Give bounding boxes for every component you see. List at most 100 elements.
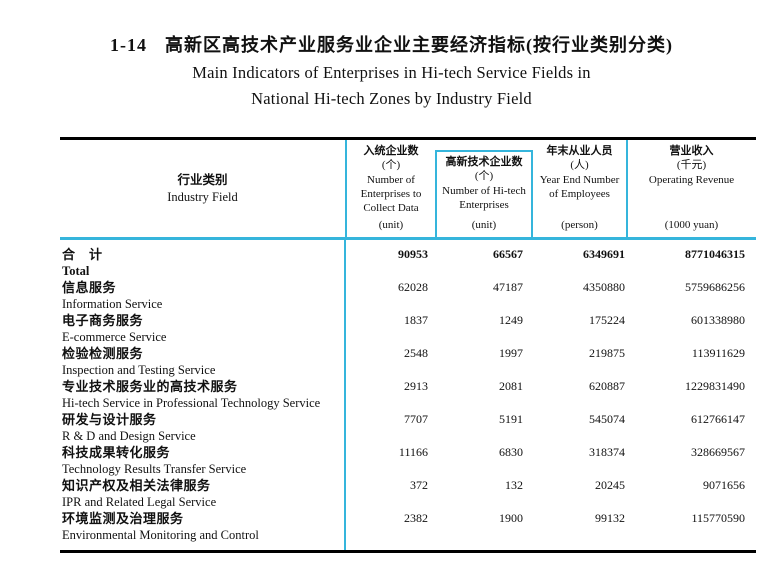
- table-row-inspection-testing: 检验检测服务 Inspection and Testing Service 25…: [60, 345, 756, 378]
- value-revenue: 113911629: [691, 346, 745, 360]
- industry-en: Inspection and Testing Service: [62, 363, 216, 377]
- value-employees: 99132: [595, 511, 625, 525]
- value-hitech-enterprises: 6830: [499, 445, 523, 459]
- table-row-information-service: 信息服务 Information Service 62028 47187 435…: [60, 279, 756, 312]
- industry-cell: 信息服务 Information Service: [60, 279, 345, 312]
- industry-field-zh: 行业类别: [177, 173, 228, 188]
- col1-zh-unit: (个): [381, 159, 401, 172]
- industry-en: Hi-tech Service in Professional Technolo…: [62, 396, 321, 410]
- industry-zh: 环境监测及治理服务: [62, 511, 184, 526]
- col4-zh-unit: (千元): [676, 159, 707, 172]
- col3-en: Year End Number of Employees: [539, 173, 620, 200]
- value-employees: 20245: [595, 478, 625, 492]
- industry-zh: 科技成果转化服务: [62, 445, 171, 460]
- industry-cell: 专业技术服务业的高技术服务 Hi-tech Service in Profess…: [60, 378, 345, 411]
- industry-cell: 检验检测服务 Inspection and Testing Service: [60, 345, 345, 378]
- col2-zh-unit: (个): [474, 170, 494, 183]
- table-row-environmental-monitoring: 环境监测及治理服务 Environmental Monitoring and C…: [60, 510, 756, 543]
- value-employees: 318374: [589, 445, 625, 459]
- title-line-zh: 1-14 高新区高技术产业服务业企业主要经济指标(按行业类别分类): [0, 31, 783, 57]
- value-employees: 6349691: [583, 247, 625, 261]
- statistics-table: 行业类别 Industry Field 入统企业数 (个) Number of …: [60, 137, 756, 553]
- industry-zh: 知识产权及相关法律服务: [62, 478, 211, 493]
- value-hitech-enterprises: 47187: [493, 280, 523, 294]
- value-revenue: 601338980: [691, 313, 745, 327]
- col-header-hitech-enterprises: 高新技术企业数 (个) Number of Hi-tech Enterprise…: [435, 150, 533, 237]
- page-title-block: 1-14 高新区高技术产业服务业企业主要经济指标(按行业类别分类) Main In…: [0, 31, 783, 109]
- col4-zh: 营业收入: [669, 145, 714, 157]
- col1-zh: 入统企业数: [363, 145, 419, 157]
- industry-cell: 合 计 Total: [60, 246, 345, 279]
- value-revenue: 328669567: [691, 445, 745, 459]
- col3-zh: 年末从业人员: [546, 145, 613, 157]
- industry-en: R & D and Design Service: [62, 429, 196, 443]
- value-hitech-enterprises: 2081: [499, 379, 523, 393]
- industry-en: E-commerce Service: [62, 330, 167, 344]
- table-body: 合 计 Total 90953 66567 6349691 8771046315…: [60, 240, 756, 553]
- industry-cell: 研发与设计服务 R & D and Design Service: [60, 411, 345, 444]
- value-enterprises: 2548: [404, 346, 428, 360]
- col1-unit: (unit): [378, 218, 404, 231]
- value-revenue: 5759686256: [685, 280, 745, 294]
- col1-en: Number of Enterprises to Collect Data: [360, 173, 422, 215]
- value-enterprises: 2382: [404, 511, 428, 525]
- value-enterprises: 11166: [398, 445, 428, 459]
- value-employees: 620887: [589, 379, 625, 393]
- value-revenue: 612766147: [691, 412, 745, 426]
- value-hitech-enterprises: 1249: [499, 313, 523, 327]
- industry-zh: 专业技术服务业的高技术服务: [62, 379, 238, 394]
- col2-en: Number of Hi-tech Enterprises: [442, 184, 526, 211]
- value-enterprises: 7707: [404, 412, 428, 426]
- industry-en: Information Service: [62, 297, 163, 311]
- industry-column-divider: [344, 240, 346, 550]
- table-row-ecommerce-service: 电子商务服务 E-commerce Service 1837 1249 1752…: [60, 312, 756, 345]
- table-row-rd-design-service: 研发与设计服务 R & D and Design Service 7707 51…: [60, 411, 756, 444]
- value-hitech-enterprises: 66567: [493, 247, 523, 261]
- col-header-industry-field: 行业类别 Industry Field: [60, 140, 345, 237]
- industry-zh: 检验检测服务: [62, 346, 144, 361]
- industry-en: IPR and Related Legal Service: [62, 495, 217, 509]
- value-enterprises: 372: [410, 478, 428, 492]
- industry-cell: 电子商务服务 E-commerce Service: [60, 312, 345, 345]
- value-enterprises: 90953: [398, 247, 428, 261]
- col2-unit: (unit): [471, 218, 497, 231]
- industry-en: Total: [62, 264, 90, 278]
- value-revenue: 9071656: [703, 478, 745, 492]
- col2-zh: 高新技术企业数: [445, 156, 523, 168]
- col4-en: Operating Revenue: [648, 173, 735, 186]
- value-enterprises: 62028: [398, 280, 428, 294]
- table-row-ipr-legal-service: 知识产权及相关法律服务 IPR and Related Legal Servic…: [60, 477, 756, 510]
- col-header-enterprises-to-collect-data: 入统企业数 (个) Number of Enterprises to Colle…: [345, 140, 435, 237]
- col3-unit: (person): [561, 218, 598, 231]
- industry-en: Environmental Monitoring and Control: [62, 528, 259, 542]
- industry-cell: 科技成果转化服务 Technology Results Transfer Ser…: [60, 444, 345, 477]
- value-hitech-enterprises: 5191: [499, 412, 523, 426]
- title-zh: 高新区高技术产业服务业企业主要经济指标(按行业类别分类): [165, 35, 673, 55]
- value-revenue: 1229831490: [685, 379, 745, 393]
- table-row-total: 合 计 Total 90953 66567 6349691 8771046315: [60, 246, 756, 279]
- value-enterprises: 1837: [404, 313, 428, 327]
- col3-zh-unit: (人): [570, 159, 589, 172]
- table-row-technology-transfer: 科技成果转化服务 Technology Results Transfer Ser…: [60, 444, 756, 477]
- col-header-year-end-employees: 年末从业人员 (人) Year End Number of Employees …: [533, 140, 628, 237]
- value-employees: 4350880: [583, 280, 625, 294]
- value-hitech-enterprises: 1997: [499, 346, 523, 360]
- industry-zh: 研发与设计服务: [62, 412, 157, 427]
- col4-unit: (1000 yuan): [664, 218, 719, 231]
- industry-cell: 知识产权及相关法律服务 IPR and Related Legal Servic…: [60, 477, 345, 510]
- value-employees: 219875: [589, 346, 625, 360]
- value-enterprises: 2913: [404, 379, 428, 393]
- value-hitech-enterprises: 1900: [499, 511, 523, 525]
- value-revenue: 115770590: [691, 511, 745, 525]
- industry-zh: 电子商务服务: [62, 313, 144, 328]
- col-header-hitech-enterprises-boxwrap: 高新技术企业数 (个) Number of Hi-tech Enterprise…: [435, 140, 533, 237]
- title-en-line1: Main Indicators of Enterprises in Hi-tec…: [192, 63, 591, 82]
- col-header-operating-revenue: 营业收入 (千元) Operating Revenue (1000 yuan): [628, 140, 755, 237]
- value-employees: 545074: [589, 412, 625, 426]
- industry-cell: 环境监测及治理服务 Environmental Monitoring and C…: [60, 510, 345, 543]
- table-number: 1-14: [110, 35, 147, 55]
- industry-zh: 合 计: [62, 247, 103, 262]
- value-hitech-enterprises: 132: [505, 478, 523, 492]
- industry-zh: 信息服务: [62, 280, 117, 295]
- table-row-professional-tech-service: 专业技术服务业的高技术服务 Hi-tech Service in Profess…: [60, 378, 756, 411]
